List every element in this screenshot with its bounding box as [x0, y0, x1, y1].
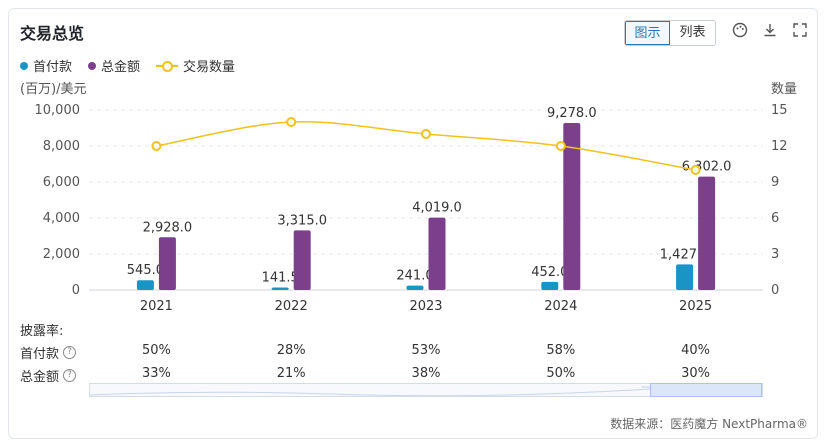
bar-downpayment — [136, 280, 154, 290]
count-point — [690, 165, 701, 175]
bar-downpayment — [541, 281, 559, 290]
count-point — [555, 141, 566, 151]
disclosure-percentage: 21% — [276, 366, 306, 381]
disclosure-label-downpayment: 首付款 — [20, 347, 60, 362]
legend-dot-downpayment — [20, 61, 28, 70]
y-tick-label: 10,000 — [35, 103, 81, 118]
table-view-button[interactable]: 列表 — [679, 25, 706, 40]
y2-tick-label: 9 — [771, 175, 779, 190]
disclosure-row-label-total: 总金额 ? — [20, 366, 77, 385]
disclosure-label-total: 总金额 — [20, 370, 60, 385]
disclosure-percentage: 33% — [141, 366, 171, 381]
bar-downpayment — [676, 264, 694, 290]
chart-legend: 首付款 总金额 交易数量 — [20, 56, 235, 75]
bar-data-label: 2,928.0 — [143, 220, 193, 235]
data-source: 数据来源：医药魔方 NextPharma® — [610, 417, 808, 431]
y-tick-label: 6,000 — [43, 175, 80, 190]
slider-window[interactable] — [650, 383, 762, 397]
right-axis-unit: 数量 — [771, 82, 798, 97]
y-tick-label: 0 — [72, 283, 80, 298]
view-toggle: 图示 列表 — [624, 20, 716, 46]
x-tick-label: 2022 — [275, 299, 308, 314]
legend-line-count — [156, 60, 179, 72]
disclosure-percentage: 50% — [141, 343, 171, 358]
disclosure-percentage: 53% — [411, 343, 441, 358]
bar-data-label: 4,019.0 — [412, 201, 462, 216]
bar-data-label: 241.0 — [396, 269, 433, 284]
page-title: 交易总览 — [20, 24, 85, 43]
disclosure-percentage: 28% — [276, 343, 306, 358]
x-tick-label: 2025 — [679, 299, 712, 314]
legend-label-downpayment: 首付款 — [33, 60, 73, 75]
bar-data-label: 452.0 — [531, 265, 568, 280]
bar-data-label: 9,278.0 — [547, 106, 597, 121]
y-tick-label: 2,000 — [43, 247, 80, 262]
x-tick-label: 2024 — [544, 299, 577, 314]
y2-tick-label: 3 — [771, 247, 779, 262]
bar-data-label: 545.0 — [127, 263, 164, 278]
left-axis-unit: (百万)/美元 — [20, 82, 87, 97]
bar-downpayment — [406, 285, 424, 290]
legend-label-total: 总金额 — [101, 60, 141, 75]
help-icon[interactable]: ? — [63, 369, 77, 382]
disclosure-percentage: 50% — [546, 366, 576, 381]
bar-total — [428, 217, 446, 290]
disclosure-percentage: 40% — [681, 343, 711, 358]
disclosure-row-label-downpayment: 首付款 ? — [20, 343, 77, 362]
chart-view-button[interactable]: 图示 — [625, 21, 670, 45]
help-icon[interactable]: ? — [63, 346, 77, 359]
count-point — [151, 141, 162, 151]
disclosure-percentage: 38% — [411, 366, 441, 381]
legend-item-total[interactable]: 总金额 — [88, 56, 140, 75]
combo-chart: 10,000 8,000 6,000 4,000 2,000 0 15 12 9 6 3 0 2021 2… — [35, 103, 788, 314]
download-icon[interactable] — [761, 22, 779, 40]
bar-data-label: 1,427.0 — [660, 247, 710, 262]
legend-label-count: 交易数量 — [183, 60, 236, 75]
range-slider[interactable] — [89, 383, 763, 397]
bar-data-label: 3,315.0 — [277, 213, 327, 228]
bar-data-label: 6,302.0 — [682, 160, 732, 175]
x-tick-label: 2023 — [409, 299, 442, 314]
legend-item-downpayment[interactable]: 首付款 — [20, 56, 72, 75]
y2-tick-label: 6 — [771, 211, 779, 226]
legend-dot-total — [88, 61, 97, 70]
bar-total — [293, 230, 311, 290]
bar-total — [698, 176, 716, 290]
bar-total — [563, 122, 581, 290]
y-tick-label: 4,000 — [43, 211, 80, 226]
y2-tick-label: 12 — [771, 139, 788, 154]
count-point — [421, 129, 431, 139]
bar-total — [158, 237, 176, 290]
y-tick-label: 8,000 — [43, 139, 80, 154]
x-tick-label: 2021 — [140, 299, 173, 314]
palette-icon[interactable] — [731, 22, 749, 40]
bar-data-label: 141.5 — [262, 270, 299, 285]
fullscreen-icon[interactable] — [791, 22, 809, 40]
chart-card — [8, 8, 818, 439]
bar-downpayment — [271, 287, 289, 290]
disclosure-percentage: 30% — [681, 366, 711, 381]
legend-item-count[interactable]: 交易数量 — [156, 56, 235, 75]
count-point — [286, 117, 297, 127]
slider-sparkline — [90, 386, 762, 396]
y2-tick-label: 15 — [771, 103, 788, 118]
disclosure-title: 披露率: — [20, 324, 64, 339]
y2-tick-label: 0 — [771, 283, 779, 298]
disclosure-percentage: 58% — [546, 343, 576, 358]
